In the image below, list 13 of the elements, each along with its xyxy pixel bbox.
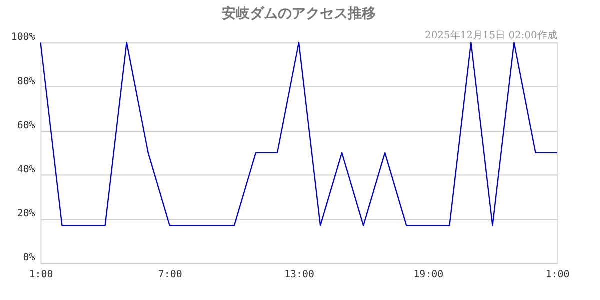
y-tick-label: 20% xyxy=(17,208,36,220)
y-tick-label: 40% xyxy=(17,164,36,176)
x-tick-label: 7:00 xyxy=(158,270,182,281)
y-tick-label: 60% xyxy=(17,120,36,132)
y-tick-label: 80% xyxy=(17,76,36,88)
x-tick-label: 19:00 xyxy=(414,270,444,281)
x-tick-label: 1:00 xyxy=(546,270,570,281)
x-tick-label: 13:00 xyxy=(284,270,314,281)
y-tick-label: 0% xyxy=(23,252,36,264)
text: 2025年12月15日 02:00作成 xyxy=(425,30,558,42)
y-tick-label: 100% xyxy=(11,32,36,44)
x-tick-label: 1:00 xyxy=(29,270,54,281)
chart-title: 安岐ダムのアクセス推移 xyxy=(222,4,376,22)
